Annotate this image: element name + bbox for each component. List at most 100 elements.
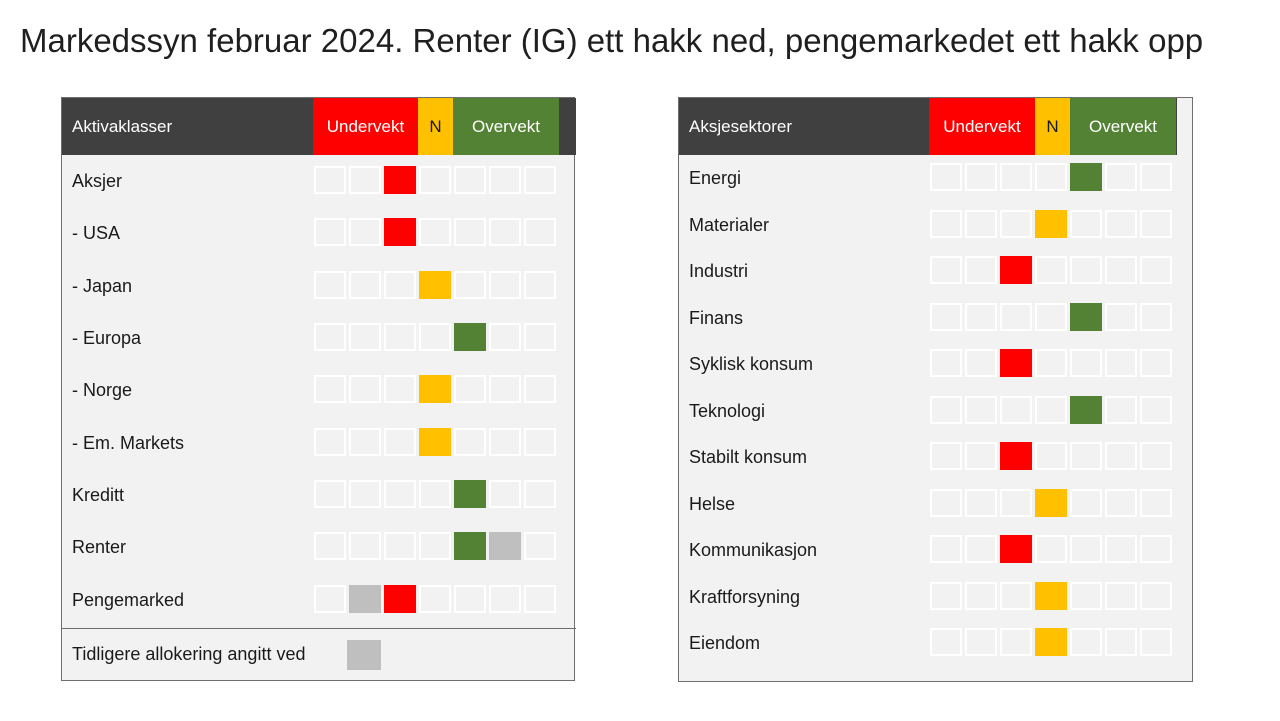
empty-cell bbox=[930, 302, 962, 331]
empty-cell bbox=[489, 584, 521, 613]
empty-cell bbox=[454, 584, 486, 613]
current-allocation-cell bbox=[1000, 442, 1032, 471]
row-label-syklisk-konsum: Syklisk konsum bbox=[689, 354, 814, 375]
empty-cell bbox=[930, 163, 962, 192]
scale-under-label: Undervekt bbox=[313, 98, 418, 155]
page-title: Markedssyn februar 2024. Renter (IG) ett… bbox=[20, 22, 1204, 59]
row-label-teknologi: Teknologi bbox=[689, 400, 766, 421]
current-allocation-cell bbox=[1000, 256, 1032, 285]
panel-header: Aktivaklasser Undervekt N Overvekt bbox=[62, 98, 576, 155]
empty-cell bbox=[314, 375, 346, 404]
asset-classes-panel: Aktivaklasser Undervekt N Overvekt Aksjer - U… bbox=[61, 97, 576, 681]
legend-divider bbox=[62, 628, 576, 629]
current-allocation-cell bbox=[419, 375, 451, 404]
empty-cell bbox=[489, 166, 521, 195]
empty-cell bbox=[1105, 256, 1137, 285]
empty-cell bbox=[1035, 302, 1067, 331]
current-allocation-cell bbox=[1035, 628, 1067, 657]
row-label-aksjer: Aksjer bbox=[72, 171, 123, 192]
empty-cell bbox=[965, 395, 997, 424]
empty-cell bbox=[1000, 488, 1032, 517]
empty-cell bbox=[419, 323, 451, 352]
empty-cell bbox=[384, 479, 416, 508]
empty-cell bbox=[419, 532, 451, 561]
empty-cell bbox=[1035, 442, 1067, 471]
empty-cell bbox=[419, 166, 451, 195]
scale-over-label: Overvekt bbox=[1070, 98, 1176, 155]
empty-cell bbox=[1105, 535, 1137, 564]
previous-allocation-cell bbox=[489, 532, 521, 561]
empty-cell bbox=[489, 218, 521, 247]
empty-cell bbox=[930, 581, 962, 610]
empty-cell bbox=[1105, 349, 1137, 378]
row-label-kommunikasjon: Kommunikasjon bbox=[689, 540, 818, 561]
empty-cell bbox=[524, 323, 556, 352]
empty-cell bbox=[349, 323, 381, 352]
row-label-europa: - Europa bbox=[72, 328, 142, 349]
empty-cell bbox=[314, 166, 346, 195]
empty-cell bbox=[1070, 581, 1102, 610]
empty-cell bbox=[1070, 488, 1102, 517]
empty-cell bbox=[930, 256, 962, 285]
row-label-renter: Renter bbox=[72, 537, 127, 558]
empty-cell bbox=[965, 488, 997, 517]
empty-cell bbox=[965, 163, 997, 192]
empty-cell bbox=[930, 349, 962, 378]
empty-cell bbox=[349, 532, 381, 561]
empty-cell bbox=[1140, 395, 1172, 424]
empty-cell bbox=[314, 218, 346, 247]
empty-cell bbox=[314, 323, 346, 352]
empty-cell bbox=[1140, 349, 1172, 378]
empty-cell bbox=[524, 218, 556, 247]
empty-cell bbox=[524, 166, 556, 195]
empty-cell bbox=[1070, 442, 1102, 471]
empty-cell bbox=[384, 375, 416, 404]
empty-cell bbox=[1000, 209, 1032, 238]
current-allocation-cell bbox=[1070, 395, 1102, 424]
empty-cell bbox=[1140, 535, 1172, 564]
empty-cell bbox=[489, 375, 521, 404]
current-allocation-cell bbox=[1070, 302, 1102, 331]
current-allocation-cell bbox=[384, 166, 416, 195]
empty-cell bbox=[314, 270, 346, 299]
current-allocation-cell bbox=[384, 584, 416, 613]
legend-label: Tidligere allokering angitt ved bbox=[72, 644, 306, 664]
empty-cell bbox=[454, 166, 486, 195]
empty-cell bbox=[1000, 163, 1032, 192]
empty-cell bbox=[1070, 209, 1102, 238]
empty-cell bbox=[1105, 581, 1137, 610]
row-label-energi: Energi bbox=[689, 168, 742, 189]
empty-cell bbox=[349, 166, 381, 195]
empty-cell bbox=[1105, 302, 1137, 331]
empty-cell bbox=[1000, 302, 1032, 331]
empty-cell bbox=[1035, 256, 1067, 285]
empty-cell bbox=[524, 532, 556, 561]
empty-cell bbox=[930, 395, 962, 424]
empty-cell bbox=[524, 270, 556, 299]
row-label-em-markets: - Em. Markets bbox=[72, 432, 185, 453]
empty-cell bbox=[524, 427, 556, 456]
row-label-kraftforsyning: Kraftforsyning bbox=[689, 586, 801, 607]
empty-cell bbox=[1000, 395, 1032, 424]
row-label-finans: Finans bbox=[689, 307, 744, 328]
current-allocation-cell bbox=[419, 270, 451, 299]
empty-cell bbox=[965, 442, 997, 471]
current-allocation-cell bbox=[454, 532, 486, 561]
row-label-stabilt-konsum: Stabilt konsum bbox=[689, 447, 808, 468]
panel-title: Aksjesektorer bbox=[689, 117, 792, 136]
scale-under-label: Undervekt bbox=[929, 98, 1035, 155]
row-label-eiendom: Eiendom bbox=[689, 633, 761, 654]
empty-cell bbox=[349, 218, 381, 247]
current-allocation-cell bbox=[1000, 349, 1032, 378]
empty-cell bbox=[454, 270, 486, 299]
empty-cell bbox=[349, 479, 381, 508]
empty-cell bbox=[454, 375, 486, 404]
empty-cell bbox=[965, 349, 997, 378]
empty-cell bbox=[1070, 349, 1102, 378]
empty-cell bbox=[314, 427, 346, 456]
panel-title: Aktivaklasser bbox=[72, 117, 173, 136]
current-allocation-cell bbox=[1070, 163, 1102, 192]
current-allocation-cell bbox=[1000, 535, 1032, 564]
row-label-materialer: Materialer bbox=[689, 214, 770, 235]
empty-cell bbox=[419, 479, 451, 508]
